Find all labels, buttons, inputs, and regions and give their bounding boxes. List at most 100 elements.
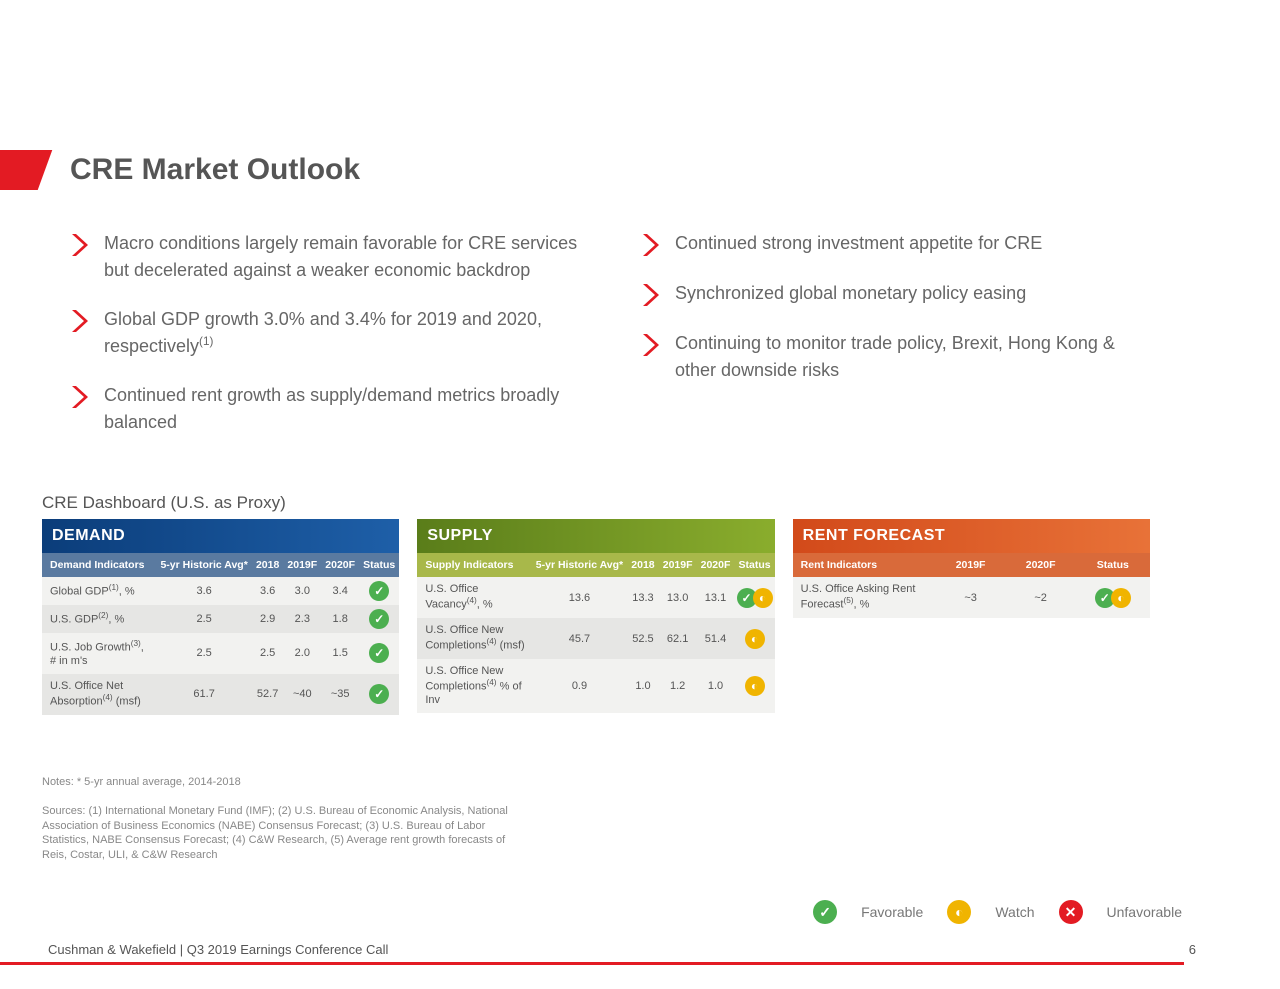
column-header: 2018 [252, 553, 283, 577]
title-accent-shape [0, 150, 52, 190]
bullet-text: Macro conditions largely remain favorabl… [104, 230, 581, 284]
value-cell: 13.1 [697, 577, 735, 618]
bullet-text: Continued rent growth as supply/demand m… [104, 382, 581, 436]
value-cell: 1.2 [659, 659, 697, 713]
value-cell: 13.0 [659, 577, 697, 618]
footer-rule [0, 962, 1184, 965]
chevron-icon [70, 384, 90, 410]
column-header: Status [1076, 553, 1150, 577]
table-row: U.S. Office Vacancy(4), %13.613.313.013.… [417, 577, 774, 618]
column-header: 2019F [283, 553, 321, 577]
value-cell: 52.5 [627, 618, 658, 659]
chevron-icon [641, 332, 661, 358]
sources-line: Sources: (1) International Monetary Fund… [42, 804, 518, 863]
table-row: U.S. GDP(2), %2.52.92.31.8✓ [42, 605, 399, 633]
value-cell: ~2 [1006, 577, 1076, 618]
footer-text: Cushman & Wakefield | Q3 2019 Earnings C… [48, 942, 388, 957]
table-row: U.S. Office Net Absorption(4) (msf)61.75… [42, 674, 399, 715]
column-header: Status [359, 553, 399, 577]
column-header: 2019F [936, 553, 1006, 577]
dashboard: DEMANDDemand Indicators5-yr Historic Avg… [0, 519, 1192, 715]
value-cell: 3.0 [283, 577, 321, 605]
indicator-cell: U.S. Job Growth(3), # in m's [42, 633, 156, 674]
demand-panel: DEMANDDemand Indicators5-yr Historic Avg… [42, 519, 399, 715]
bullet-columns: Macro conditions largely remain favorabl… [0, 230, 1192, 458]
value-cell: 0.9 [532, 659, 628, 713]
watch-icon: ◐ [745, 629, 765, 649]
title-row: CRE Market Outlook [0, 150, 1192, 190]
column-header: 2020F [1006, 553, 1076, 577]
table-row: U.S. Office New Completions(4) (msf)45.7… [417, 618, 774, 659]
favorable-icon: ✓ [813, 900, 837, 924]
indicator-cell: U.S. Office Asking Rent Forecast(5), % [793, 577, 936, 618]
indicator-cell: U.S. Office Net Absorption(4) (msf) [42, 674, 156, 715]
value-cell: 62.1 [659, 618, 697, 659]
value-cell: 52.7 [252, 674, 283, 715]
value-cell: 2.5 [156, 633, 252, 674]
chevron-icon [641, 232, 661, 258]
table-row: Global GDP(1), %3.63.63.03.4✓ [42, 577, 399, 605]
favorable-icon: ✓ [369, 609, 389, 629]
watch-icon: ◐ [745, 676, 765, 696]
watch-icon: ◐ [947, 900, 971, 924]
column-header: 5-yr Historic Avg* [156, 553, 252, 577]
rent-panel-header: RENT FORECAST [793, 519, 1150, 553]
demand-table: Demand Indicators5-yr Historic Avg*20182… [42, 553, 399, 715]
bullet-text-span: Global GDP growth 3.0% and 3.4% for 2019… [104, 309, 542, 356]
column-header: 2019F [659, 553, 697, 577]
status-legend: ✓ Favorable ◐ Watch ✕ Unfavorable [813, 900, 1182, 924]
table-row: U.S. Office Asking Rent Forecast(5), %~3… [793, 577, 1150, 618]
bullet-item: Synchronized global monetary policy easi… [641, 280, 1152, 308]
value-cell: 2.5 [252, 633, 283, 674]
value-cell: 51.4 [697, 618, 735, 659]
value-cell: 13.6 [532, 577, 628, 618]
status-cell: ◐ [734, 659, 774, 713]
bullet-sup: (1) [199, 335, 213, 348]
value-cell: 1.0 [697, 659, 735, 713]
column-header: Supply Indicators [417, 553, 531, 577]
supply-panel-header: SUPPLY [417, 519, 774, 553]
bullets-right-col: Continued strong investment appetite for… [641, 230, 1152, 458]
value-cell: 1.5 [321, 633, 359, 674]
slide-title: CRE Market Outlook [70, 153, 360, 187]
favorable-icon: ✓ [369, 643, 389, 663]
bullet-item: Continuing to monitor trade policy, Brex… [641, 330, 1152, 384]
value-cell: 13.3 [627, 577, 658, 618]
column-header: Demand Indicators [42, 553, 156, 577]
value-cell: 2.0 [283, 633, 321, 674]
demand-panel-header: DEMAND [42, 519, 399, 553]
bullet-item: Macro conditions largely remain favorabl… [70, 230, 581, 284]
column-header: 2020F [697, 553, 735, 577]
column-header: 2020F [321, 553, 359, 577]
supply-panel: SUPPLYSupply Indicators5-yr Historic Avg… [417, 519, 774, 713]
notes-block: Notes: * 5-yr annual average, 2014-2018 … [0, 715, 560, 863]
value-cell: 1.0 [627, 659, 658, 713]
bullet-item: Continued rent growth as supply/demand m… [70, 382, 581, 436]
value-cell: ~40 [283, 674, 321, 715]
value-cell: 1.8 [321, 605, 359, 633]
value-cell: 61.7 [156, 674, 252, 715]
rent-panel: RENT FORECASTRent Indicators2019F2020FSt… [793, 519, 1150, 618]
column-header: Status [734, 553, 774, 577]
chevron-icon [70, 232, 90, 258]
notes-line: Notes: * 5-yr annual average, 2014-2018 [42, 775, 518, 790]
bullet-item: Continued strong investment appetite for… [641, 230, 1152, 258]
column-header: Rent Indicators [793, 553, 936, 577]
value-cell: 2.9 [252, 605, 283, 633]
value-cell: 3.6 [156, 577, 252, 605]
favorable-icon: ✓ [369, 581, 389, 601]
table-row: U.S. Office New Completions(4) % of Inv0… [417, 659, 774, 713]
unfavorable-icon: ✕ [1059, 900, 1083, 924]
rent-table: Rent Indicators2019F2020FStatusU.S. Offi… [793, 553, 1150, 618]
watch-icon: ◐ [753, 588, 773, 608]
indicator-cell: U.S. GDP(2), % [42, 605, 156, 633]
watch-icon: ◐ [1111, 588, 1131, 608]
status-cell: ✓ [359, 633, 399, 674]
indicator-cell: U.S. Office New Completions(4) % of Inv [417, 659, 531, 713]
value-cell: ~35 [321, 674, 359, 715]
value-cell: 2.3 [283, 605, 321, 633]
legend-watch-label: Watch [995, 904, 1034, 920]
column-header: 2018 [627, 553, 658, 577]
indicator-cell: U.S. Office New Completions(4) (msf) [417, 618, 531, 659]
status-cell: ✓◐ [1076, 577, 1150, 618]
